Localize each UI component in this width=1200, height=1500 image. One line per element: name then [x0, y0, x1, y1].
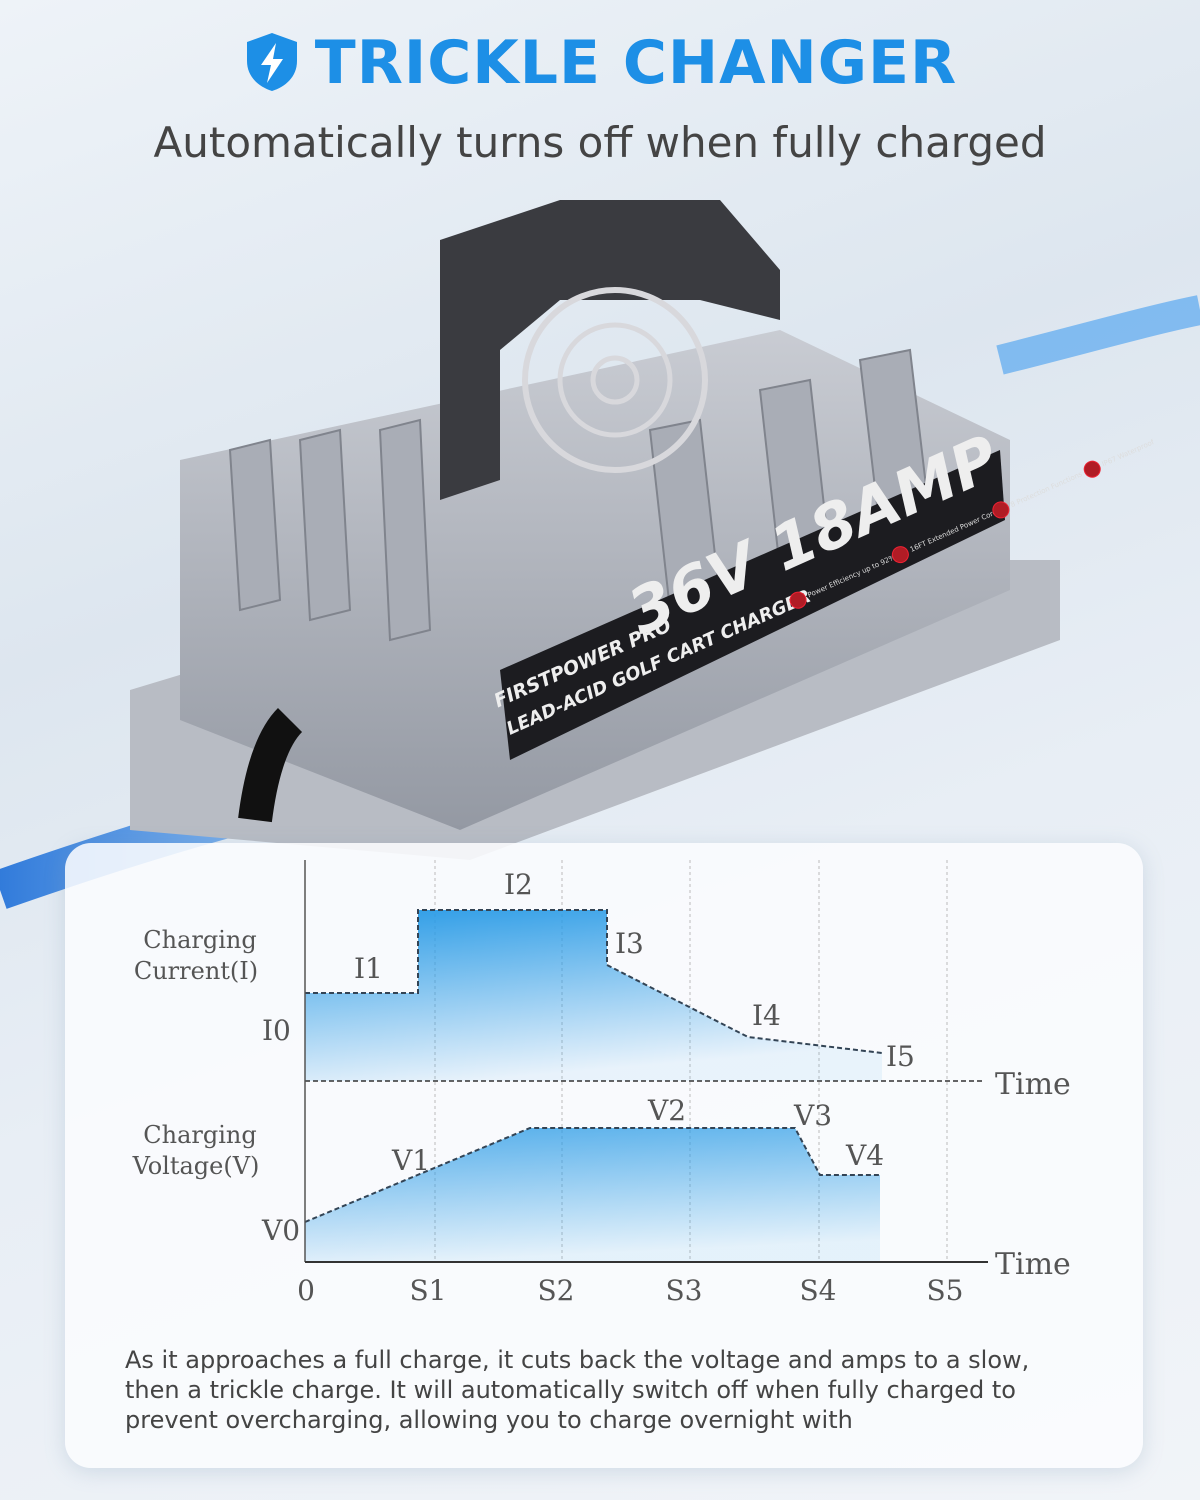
handle — [440, 200, 780, 500]
time-label: Time — [995, 1067, 1071, 1102]
fan-grill — [522, 287, 708, 473]
x-tick: 0 — [297, 1274, 315, 1307]
x-tick: S3 — [666, 1274, 703, 1307]
point-label: V3 — [793, 1099, 832, 1132]
point-label: I5 — [886, 1040, 915, 1073]
x-tick: S4 — [800, 1274, 837, 1307]
point-label: I1 — [354, 952, 383, 985]
point-label: I2 — [504, 868, 533, 901]
current-label: Charging — [143, 926, 256, 954]
fan-grill-ring — [590, 355, 640, 405]
label-plate — [500, 450, 1005, 760]
point-label: V0 — [261, 1214, 300, 1247]
page-title: TRICKLE CHANGER — [0, 28, 1200, 98]
x-tick: S5 — [927, 1274, 964, 1307]
point-label: I0 — [262, 1014, 291, 1047]
point-label: V1 — [391, 1144, 430, 1177]
cable-right — [996, 295, 1200, 375]
point-label: V2 — [647, 1094, 686, 1127]
voltage-label: Voltage(V) — [132, 1152, 260, 1180]
current-area — [305, 910, 882, 1081]
voltage-label: Charging — [143, 1121, 256, 1149]
current-curve — [305, 909, 883, 1054]
voltage-curve — [304, 1127, 880, 1223]
current-label: Current(I) — [134, 957, 258, 985]
x-tick: S1 — [410, 1274, 447, 1307]
time-label: Time — [995, 1247, 1071, 1282]
voltage-area — [305, 1128, 880, 1262]
cooling-fins — [228, 348, 932, 642]
power-cord — [238, 707, 303, 823]
description-text: As it approaches a full charge, it cuts … — [125, 1346, 1030, 1434]
point-label: V4 — [845, 1139, 884, 1172]
subtitle: Automatically turns off when fully charg… — [153, 118, 1047, 167]
title-text: TRICKLE CHANGER — [314, 28, 958, 98]
fan-grill-ring — [557, 322, 673, 438]
point-label: I3 — [615, 927, 644, 960]
x-tick: S2 — [538, 1274, 575, 1307]
shield-lightning-icon — [246, 33, 297, 91]
point-label: I4 — [752, 999, 781, 1032]
